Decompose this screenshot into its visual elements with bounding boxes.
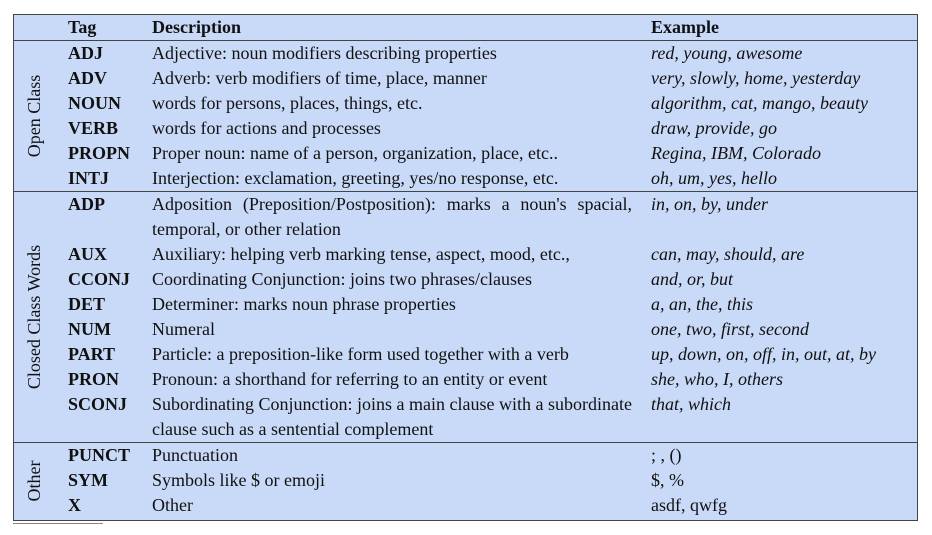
table-row: NOUN words for persons, places, things, … <box>14 91 917 116</box>
tag-cell: PART <box>68 344 116 364</box>
example-cell: draw, provide, go <box>651 118 777 138</box>
description-cell: Symbols like $ or emoji <box>152 470 325 490</box>
description-cell: Other <box>152 495 193 515</box>
description-cell: Interjection: exclamation, greeting, yes… <box>152 168 559 188</box>
table-row: ADV Adverb: verb modifiers of time, plac… <box>14 66 917 91</box>
description-cell: Subordinating Conjunction: joins a main … <box>138 392 641 443</box>
tag-cell: AUX <box>68 244 107 264</box>
tag-cell: INTJ <box>68 168 110 188</box>
table-row: NUM Numeral one, two, first, second <box>14 317 917 342</box>
table: Tag Description Example Open Class ADJ A… <box>14 15 917 518</box>
table-row: Open Class ADJ Adjective: noun modifiers… <box>14 41 917 157</box>
table-row: VERB words for actions and processes dra… <box>14 116 917 141</box>
table-row: Other PUNCT Punctuation ; , () <box>14 443 917 501</box>
table-row: INTJ Interjection: exclamation, greeting… <box>14 166 917 192</box>
description-cell: Numeral <box>152 319 215 339</box>
header-tag: Tag <box>68 17 97 37</box>
example-cell: red, young, awesome <box>651 43 803 63</box>
group-label-cell: Other <box>14 443 54 519</box>
table-row: PART Particle: a preposition-like form u… <box>14 342 917 367</box>
description-text: Subordinating Conjunction: joins a main … <box>152 394 632 439</box>
table-row: SYM Symbols like $ or emoji $, % <box>14 468 917 493</box>
description-cell: Proper noun: name of a person, organizat… <box>152 143 559 163</box>
tag-cell: SCONJ <box>68 394 128 414</box>
tag-cell: ADP <box>68 194 105 214</box>
pos-tag-table: Tag Description Example Open Class ADJ A… <box>13 14 918 521</box>
tag-cell: CCONJ <box>68 269 130 289</box>
example-cell: $, % <box>651 470 684 490</box>
example-cell: ; , () <box>651 445 682 465</box>
example-cell: algorithm, cat, mango, beauty <box>651 93 868 113</box>
description-cell: words for persons, places, things, etc. <box>152 93 423 113</box>
header-group-cell <box>14 15 54 41</box>
tag-cell: ADJ <box>68 43 103 63</box>
footnote-rule <box>13 523 103 524</box>
example-cell: Regina, IBM, Colorado <box>651 143 821 163</box>
example-cell: that, which <box>651 394 731 414</box>
header-example: Example <box>651 17 720 37</box>
tag-cell: PROPN <box>68 143 130 163</box>
description-cell: Pronoun: a shorthand for referring to an… <box>152 369 548 389</box>
tag-cell: NOUN <box>68 93 121 113</box>
tag-cell: PRON <box>68 369 119 389</box>
tag-cell: X <box>68 495 81 515</box>
description-text: Adposition (Preposition/Postposition): m… <box>152 194 632 239</box>
description-cell: Coordinating Conjunction: joins two phra… <box>152 269 532 289</box>
description-cell: Adjective: noun modifiers describing pro… <box>152 43 497 63</box>
tag-cell: ADV <box>68 68 107 88</box>
description-cell: Auxiliary: helping verb marking tense, a… <box>152 244 570 264</box>
description-cell: Punctuation <box>152 445 238 465</box>
group-label-cell: Closed Class Words <box>14 192 54 443</box>
description-cell: Adverb: verb modifiers of time, place, m… <box>152 68 487 88</box>
description-cell: Particle: a preposition-like form used t… <box>152 344 569 364</box>
example-cell: up, down, on, off, in, out, at, by <box>651 344 876 364</box>
description-cell: words for actions and processes <box>152 118 381 138</box>
table-row: Closed Class Words ADP Adposition (Prepo… <box>14 192 917 389</box>
tag-cell: DET <box>68 294 106 314</box>
example-cell: in, on, by, under <box>651 194 768 214</box>
table-row: CCONJ Coordinating Conjunction: joins tw… <box>14 267 917 292</box>
example-cell: she, who, I, others <box>651 369 783 389</box>
page-top-strip <box>0 0 932 14</box>
description-cell: Determiner: marks noun phrase properties <box>152 294 456 314</box>
example-cell: can, may, should, are <box>651 244 805 264</box>
group-label-other: Other <box>24 460 44 501</box>
example-cell: and, or, but <box>651 269 734 289</box>
description-cell: Adposition (Preposition/Postposition): m… <box>138 192 641 243</box>
example-cell: oh, um, yes, hello <box>651 168 777 188</box>
tag-cell: SYM <box>68 470 108 490</box>
tag-cell: PUNCT <box>68 445 130 465</box>
tag-cell: NUM <box>68 319 111 339</box>
table-row: DET Determiner: marks noun phrase proper… <box>14 292 917 317</box>
tag-cell: VERB <box>68 118 119 138</box>
example-cell: asdf, qwfg <box>651 495 727 515</box>
example-cell: one, two, first, second <box>651 319 809 339</box>
table-row: AUX Auxiliary: helping verb marking tens… <box>14 242 917 267</box>
table-row: X Other asdf, qwfg <box>14 493 917 518</box>
table-row: SCONJ Subordinating Conjunction: joins a… <box>14 392 917 443</box>
example-cell: very, slowly, home, yesterday <box>651 68 861 88</box>
group-label-open-class: Open Class <box>24 74 44 158</box>
group-label-cell: Open Class <box>14 41 54 192</box>
table-row: PRON Pronoun: a shorthand for referring … <box>14 367 917 392</box>
header-row: Tag Description Example <box>14 15 917 41</box>
group-label-closed-class-words: Closed Class Words <box>24 244 44 390</box>
example-cell: a, an, the, this <box>651 294 753 314</box>
table-row: PROPN Proper noun: name of a person, org… <box>14 141 917 166</box>
header-description: Description <box>152 17 241 37</box>
